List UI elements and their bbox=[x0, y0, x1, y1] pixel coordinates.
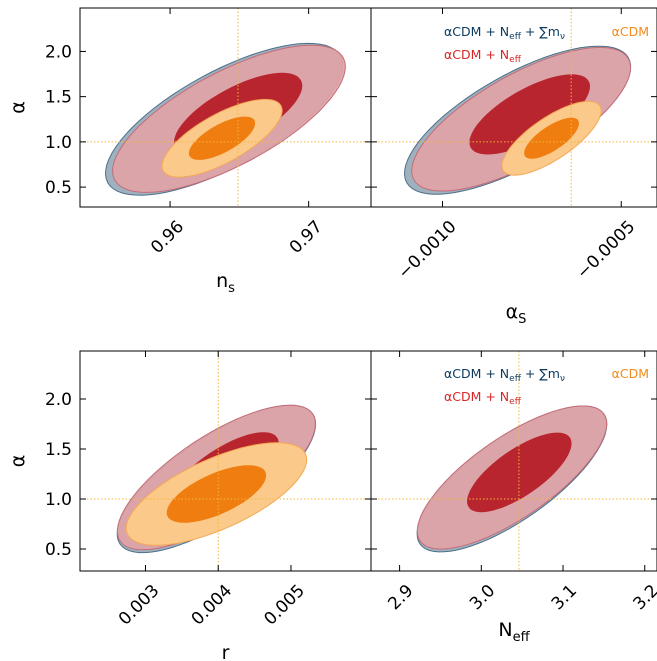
y-tick-label: 2.0 bbox=[45, 390, 72, 410]
legend-entry-neff: αCDM + Neff bbox=[444, 47, 522, 65]
panels: 0.5 1.0 1.5 2.0 0.96 0.97 ns α −0.0010 −0.0005 αS 0… bbox=[7, 7, 657, 661]
y-tick-label: 0.5 bbox=[45, 540, 72, 560]
y-tick-label: 2.0 bbox=[45, 42, 72, 62]
legend: αCDM + Neff + ∑mν αCDM αCDM + Neff bbox=[444, 24, 649, 65]
axes-frame bbox=[370, 350, 657, 572]
plot-area bbox=[80, 351, 371, 571]
x-tick-label: −0.0010 bbox=[394, 217, 460, 283]
plot-area bbox=[80, 8, 371, 207]
x-tick-label: −0.0005 bbox=[573, 217, 639, 283]
y-axis-label: α bbox=[7, 455, 29, 468]
legend-entry-neff-mnu: αCDM + Neff + ∑mν bbox=[444, 24, 565, 42]
x-tick-label: 3.1 bbox=[548, 581, 581, 614]
panel-top-left: 0.5 1.0 1.5 2.0 0.96 0.97 ns α bbox=[7, 7, 372, 296]
y-tick-label: 1.0 bbox=[45, 133, 72, 153]
x-tick-label: 0.96 bbox=[147, 217, 188, 258]
axes-frame bbox=[370, 7, 657, 208]
y-axis-label: α bbox=[7, 101, 29, 114]
panel-bottom-right: 2.9 3.0 3.1 3.2 Neff bbox=[370, 350, 657, 645]
plot-area bbox=[371, 351, 657, 571]
y-tick-label: 1.0 bbox=[45, 490, 72, 510]
x-tick-label: 3.0 bbox=[466, 581, 499, 614]
contour-inner-series-2 bbox=[166, 465, 267, 523]
y-tick-label: 1.5 bbox=[45, 440, 72, 460]
contour-inner-series-2 bbox=[188, 116, 256, 160]
x-tick-label: 2.9 bbox=[384, 581, 417, 614]
legend-entry-neff: αCDM + Neff bbox=[444, 389, 522, 407]
y-tick-label: 0.5 bbox=[45, 178, 72, 198]
x-axis-label: ns bbox=[216, 270, 235, 296]
x-tick-label: 0.005 bbox=[260, 581, 309, 630]
legend-entry-lcdm: αCDM bbox=[612, 24, 649, 39]
contour-inner-series-2 bbox=[524, 117, 579, 159]
x-axis-label: r bbox=[222, 642, 230, 661]
plot-area bbox=[371, 8, 657, 207]
y-tick-label: 1.5 bbox=[45, 88, 72, 108]
x-tick-label: 0.97 bbox=[286, 217, 327, 258]
x-tick-label: 0.003 bbox=[115, 581, 164, 630]
x-axis-label: Neff bbox=[498, 619, 530, 645]
contour-inner-series-1 bbox=[469, 74, 590, 155]
contour-inner-series-1 bbox=[467, 432, 572, 513]
panel-bottom-left: 0.5 1.0 1.5 2.0 0.003 0.004 0.005 r α bbox=[7, 350, 372, 661]
legend-entry-lcdm: αCDM bbox=[612, 366, 649, 381]
legend-entry-neff-mnu: αCDM + Neff + ∑mν bbox=[444, 366, 565, 384]
x-tick-label: 0.004 bbox=[188, 581, 237, 630]
x-tick-label: 3.2 bbox=[629, 581, 657, 614]
legend: αCDM + Neff + ∑mν αCDM αCDM + Neff bbox=[444, 366, 649, 407]
x-axis-label: αS bbox=[506, 301, 527, 327]
